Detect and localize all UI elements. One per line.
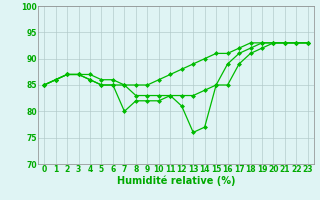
- X-axis label: Humidité relative (%): Humidité relative (%): [117, 176, 235, 186]
